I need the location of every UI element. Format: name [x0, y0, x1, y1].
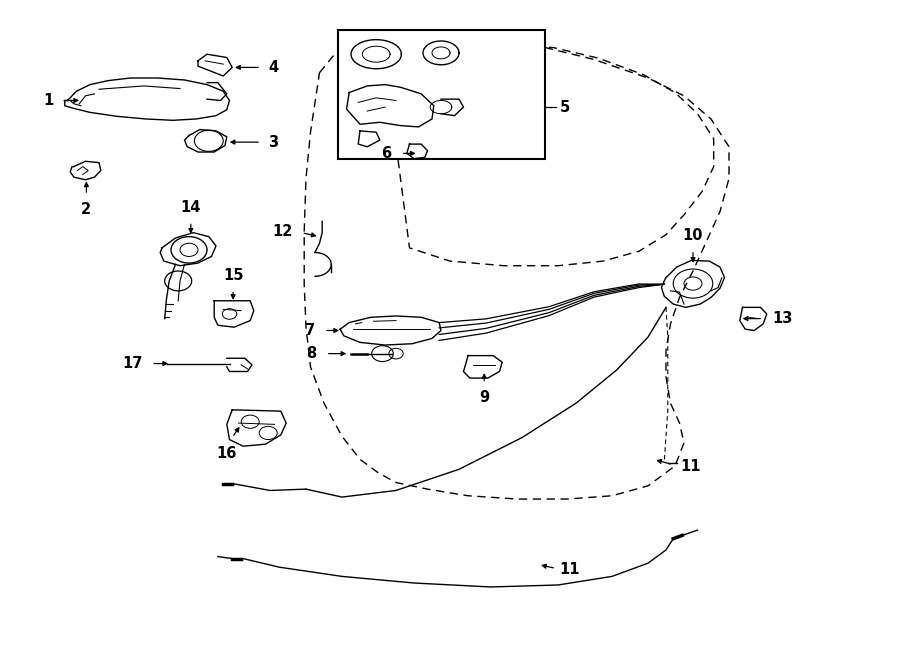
Text: 16: 16: [217, 446, 237, 461]
Text: 1: 1: [44, 93, 54, 108]
Text: 14: 14: [181, 200, 201, 215]
Text: 11: 11: [680, 459, 701, 473]
Polygon shape: [740, 307, 767, 330]
Text: 6: 6: [382, 146, 392, 161]
Text: 7: 7: [305, 323, 315, 338]
Text: 11: 11: [560, 563, 580, 577]
Text: 17: 17: [122, 356, 142, 371]
Text: 9: 9: [479, 390, 490, 405]
Text: 10: 10: [683, 228, 703, 243]
Polygon shape: [198, 54, 232, 76]
Text: 3: 3: [268, 135, 278, 149]
Text: 8: 8: [307, 346, 317, 361]
Text: 12: 12: [272, 224, 292, 239]
Text: 15: 15: [223, 268, 243, 283]
Text: 5: 5: [560, 100, 570, 114]
Text: 13: 13: [772, 311, 793, 326]
Text: 2: 2: [81, 202, 92, 217]
Bar: [338, 30, 544, 159]
Text: 4: 4: [268, 60, 278, 75]
